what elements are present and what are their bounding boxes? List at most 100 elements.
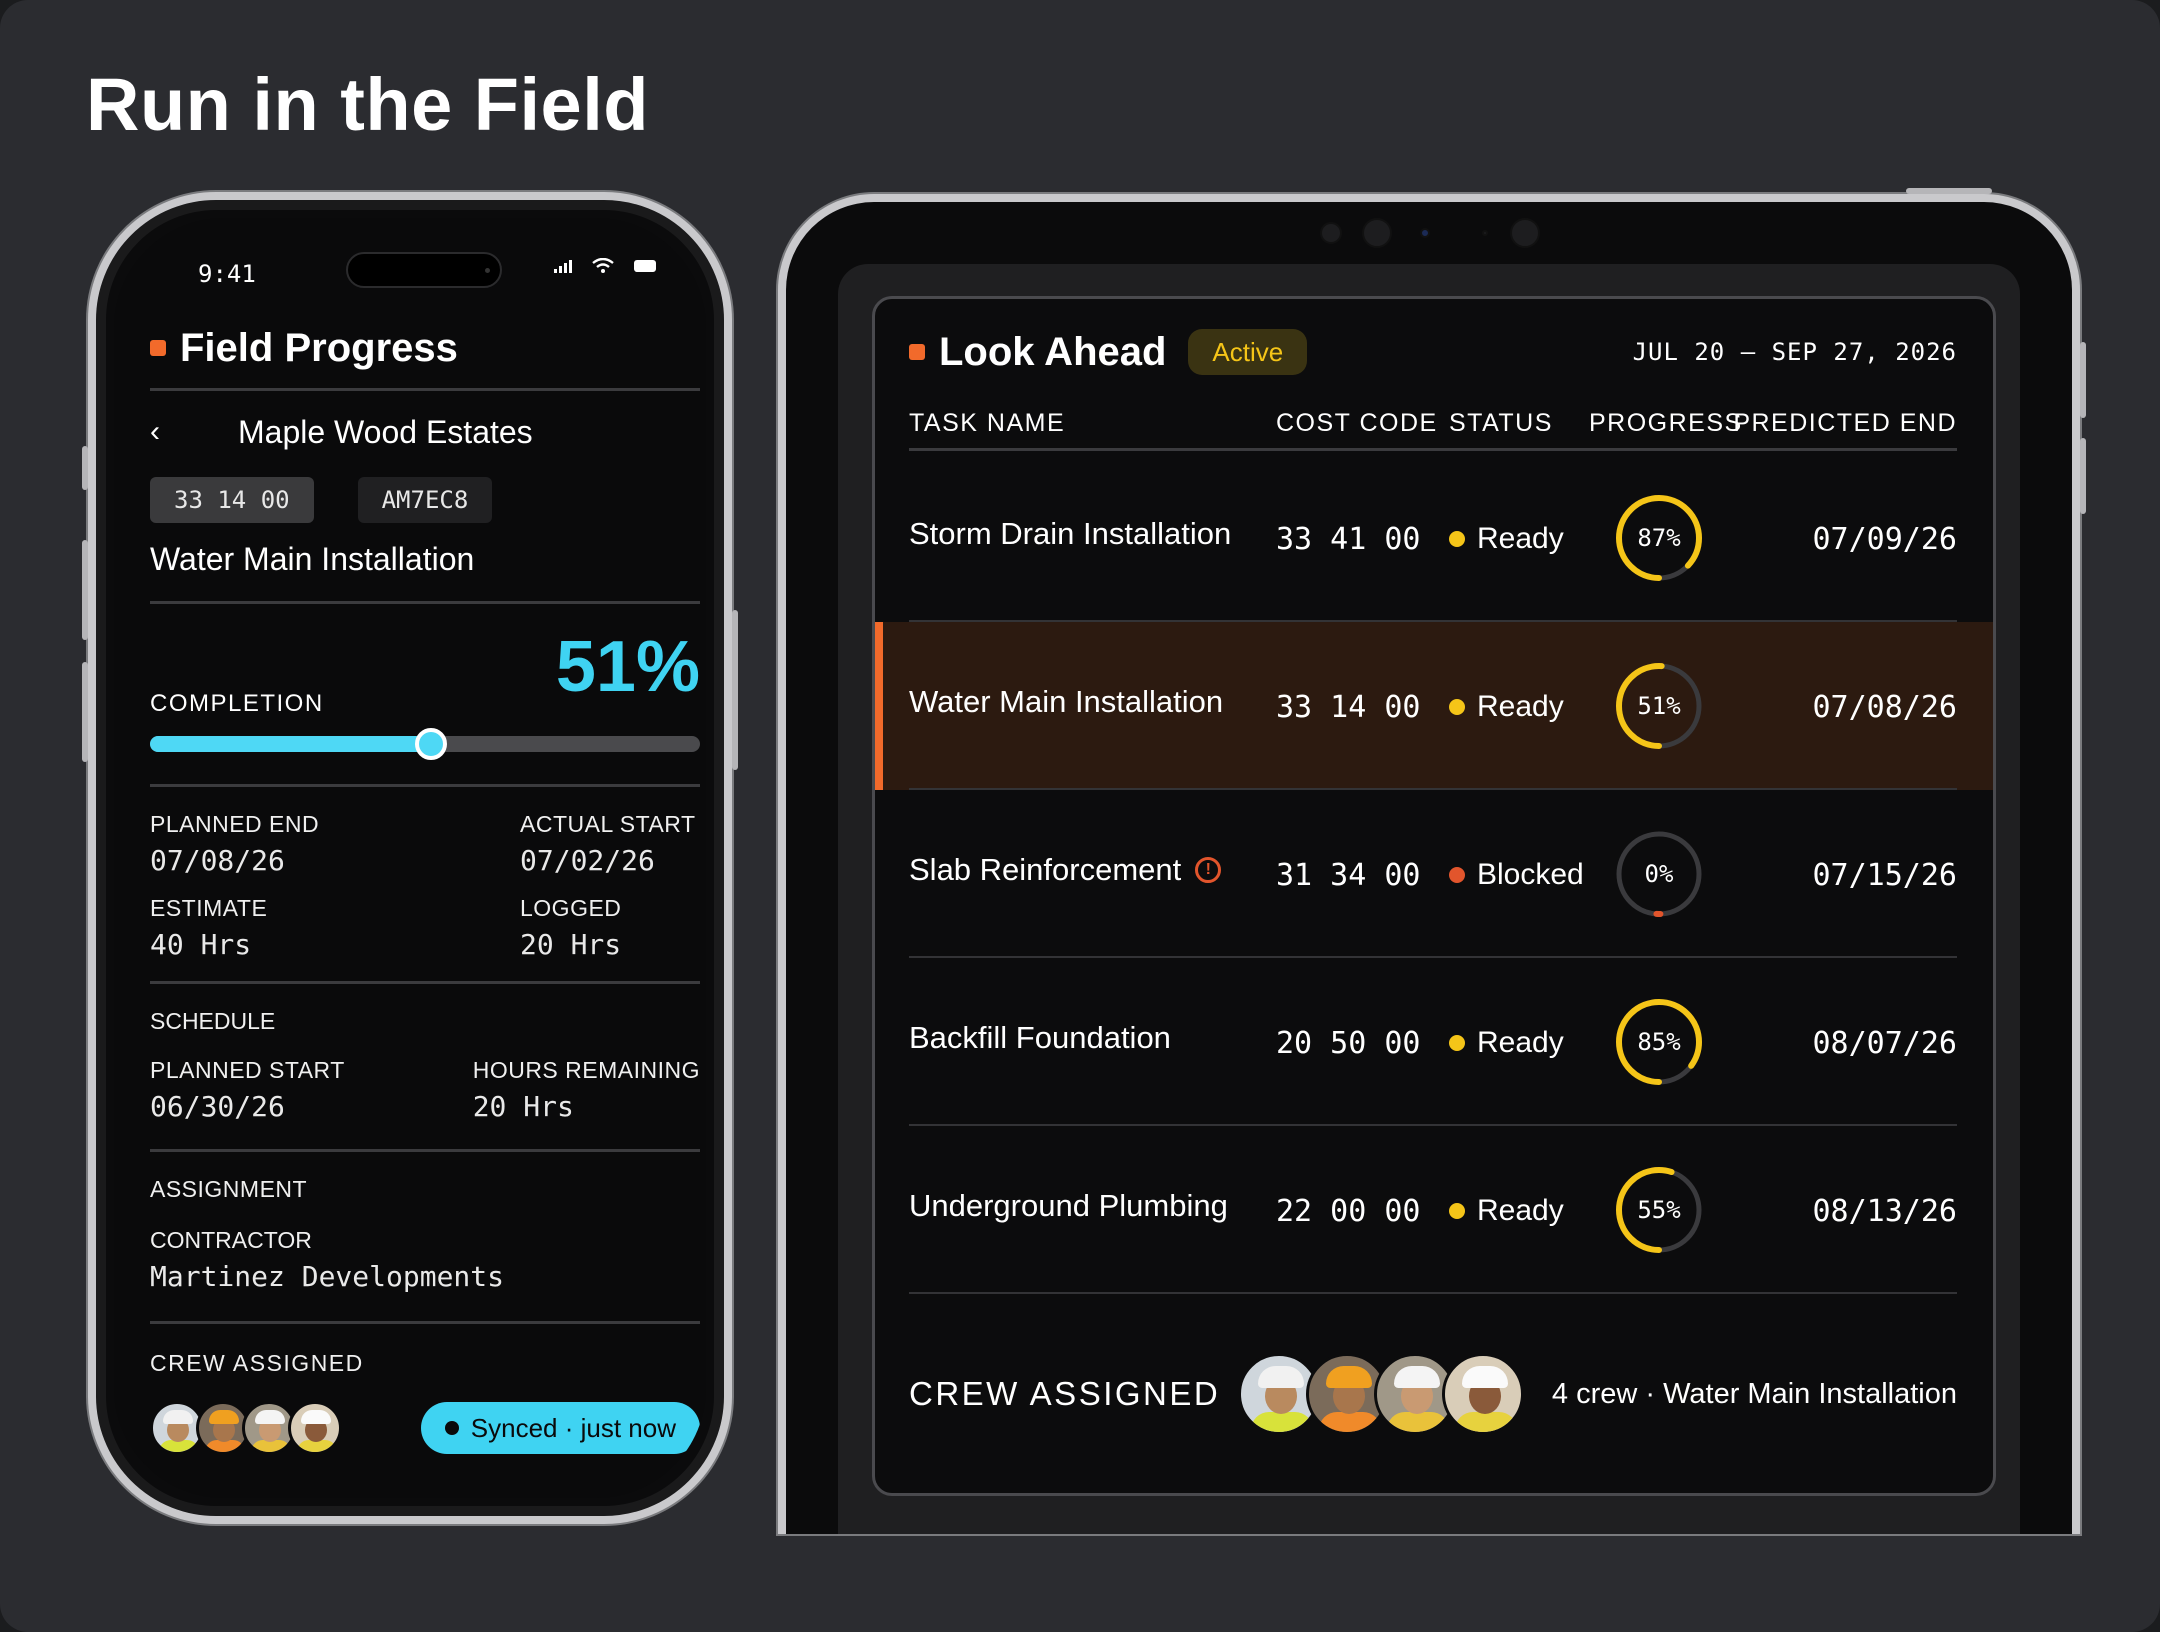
status-label: Ready bbox=[1477, 1194, 1564, 1227]
crew-avatars[interactable] bbox=[150, 1401, 342, 1455]
task-name: Slab Reinforcement bbox=[909, 852, 1182, 887]
cost-code-cell: 33 41 00 bbox=[1276, 522, 1421, 557]
hours-remaining-value: 20 Hrs bbox=[472, 1090, 574, 1123]
avatar bbox=[1442, 1353, 1525, 1435]
status-label: Ready bbox=[1477, 522, 1564, 555]
avatar bbox=[150, 1401, 204, 1455]
signal-icon bbox=[554, 259, 572, 273]
predicted-end-cell: 07/08/26 bbox=[1812, 690, 1958, 725]
planned-end-value: 07/08/26 bbox=[150, 844, 285, 877]
planned-end-label: PLANNED END bbox=[150, 811, 320, 837]
completion-slider[interactable] bbox=[150, 728, 700, 760]
table-row[interactable]: Storm Drain Installation 33 41 00 Ready 87%… bbox=[875, 454, 1993, 622]
status-dot-icon bbox=[1449, 531, 1465, 547]
task-name-cell: Slab Reinforcement! bbox=[909, 852, 1222, 888]
project-nav: ‹ Maple Wood Estates bbox=[150, 391, 700, 473]
status-cell: Blocked bbox=[1449, 858, 1584, 892]
synced-badge: Synced · just now bbox=[420, 1402, 700, 1454]
assignment-section: ASSIGNMENT CONTRACTOR Martinez Developme… bbox=[150, 1152, 700, 1321]
tablet-top-button bbox=[1906, 188, 1992, 194]
field-progress-panel: Field Progress ‹ Maple Wood Estates 33 1… bbox=[150, 318, 700, 1455]
table-row[interactable]: Backfill Foundation 20 50 00 Ready 85% 08/07… bbox=[875, 958, 1993, 1126]
predicted-end-cell: 07/09/26 bbox=[1812, 522, 1958, 557]
predicted-end-cell: 08/07/26 bbox=[1812, 1026, 1958, 1061]
sensor-icon bbox=[1482, 230, 1488, 236]
task-name-cell: Storm Drain Installation bbox=[909, 516, 1231, 552]
status-cell: Ready bbox=[1449, 522, 1564, 556]
task-name: Underground Plumbing bbox=[909, 1188, 1228, 1223]
row-divider bbox=[909, 956, 1957, 958]
predicted-end-cell: 07/15/26 bbox=[1812, 858, 1958, 893]
progress-ring: 87% bbox=[1613, 492, 1705, 584]
completion-slider-knob[interactable] bbox=[414, 728, 447, 760]
camera-icon bbox=[1362, 218, 1392, 248]
crew-title: CREW ASSIGNED bbox=[150, 1350, 364, 1376]
col-status[interactable]: STATUS bbox=[1449, 409, 1553, 437]
date-range[interactable]: JUL 20 – SEP 27, 2026 bbox=[1632, 338, 1957, 366]
col-cost-code[interactable]: COST CODE bbox=[1276, 409, 1438, 437]
col-progress[interactable]: PROGRESS bbox=[1589, 409, 1743, 437]
accent-square-icon bbox=[150, 340, 166, 356]
logged-label: LOGGED bbox=[520, 895, 622, 921]
phone-power-button bbox=[732, 610, 738, 770]
status-dot-icon bbox=[1449, 867, 1465, 883]
estimate-value: 40 Hrs bbox=[150, 928, 252, 961]
completion-section: COMPLETION 51% bbox=[150, 604, 700, 784]
project-name: Maple Wood Estates bbox=[238, 413, 533, 450]
task-id-chip[interactable]: AM7EC8 bbox=[357, 477, 493, 523]
row-divider bbox=[909, 1124, 1957, 1126]
avatar bbox=[242, 1401, 296, 1455]
hours-remaining-label: HOURS REMAINING bbox=[472, 1057, 700, 1083]
camera-icon bbox=[1510, 218, 1540, 248]
table-row[interactable]: Slab Reinforcement! 31 34 00 Blocked 0% 07/1… bbox=[875, 790, 1993, 958]
progress-ring: 55% bbox=[1613, 1164, 1705, 1256]
completion-slider-fill bbox=[150, 736, 431, 752]
phone-action-button bbox=[82, 446, 88, 490]
cost-code-cell: 33 14 00 bbox=[1276, 690, 1421, 725]
panel-title: Field Progress bbox=[180, 325, 458, 370]
predicted-end-cell: 08/13/26 bbox=[1812, 1194, 1958, 1229]
phone-volume-down-button bbox=[82, 662, 88, 762]
status-cell: Ready bbox=[1449, 690, 1564, 724]
task-name-cell: Underground Plumbing bbox=[909, 1188, 1228, 1224]
camera-icon bbox=[1320, 222, 1342, 244]
cost-code-chip[interactable]: 33 14 00 bbox=[150, 477, 314, 523]
status-label: Ready bbox=[1477, 1026, 1564, 1059]
crew-avatars[interactable] bbox=[1238, 1353, 1525, 1435]
task-chips: 33 14 00 AM7EC8 bbox=[150, 477, 700, 523]
progress-value: 0% bbox=[1644, 860, 1674, 888]
battery-icon bbox=[634, 260, 656, 272]
completion-label: COMPLETION bbox=[150, 690, 324, 717]
col-predicted-end[interactable]: PREDICTED END bbox=[1733, 409, 1957, 437]
schedule-title: SCHEDULE bbox=[150, 1008, 276, 1034]
cost-code-cell: 22 00 00 bbox=[1276, 1194, 1421, 1229]
synced-label: Synced · just now bbox=[470, 1412, 676, 1443]
accent-square-icon bbox=[909, 344, 925, 360]
status-label: Blocked bbox=[1477, 858, 1584, 891]
table-row[interactable]: Water Main Installation 33 14 00 Ready 51% 0… bbox=[875, 622, 1993, 790]
tablet-device: Look Ahead Active JUL 20 – SEP 27, 2026 … bbox=[778, 188, 2086, 1534]
row-divider bbox=[909, 1292, 1957, 1294]
crew-section: CREW ASSIGNED 4 crew · Water Main Instal… bbox=[909, 1339, 1957, 1449]
task-name: Storm Drain Installation bbox=[909, 516, 1232, 551]
row-divider bbox=[909, 620, 1957, 622]
page-title: Run in the Field bbox=[86, 63, 649, 146]
crew-section: CREW ASSIGNED Synced · just now bbox=[150, 1324, 700, 1455]
warning-icon[interactable]: ! bbox=[1195, 857, 1222, 883]
task-name-cell: Backfill Foundation bbox=[909, 1020, 1171, 1056]
status-label: Ready bbox=[1477, 690, 1564, 723]
contractor-value: Martinez Developments bbox=[150, 1260, 505, 1293]
cost-code-cell: 20 50 00 bbox=[1276, 1026, 1421, 1061]
look-ahead-header: Look Ahead Active JUL 20 – SEP 27, 2026 bbox=[909, 327, 1957, 377]
back-chevron-icon[interactable]: ‹ bbox=[150, 415, 160, 448]
task-name-cell: Water Main Installation bbox=[909, 684, 1223, 720]
phone-volume-up-button bbox=[82, 540, 88, 640]
assignment-title: ASSIGNMENT bbox=[150, 1176, 308, 1202]
progress-ring: 85% bbox=[1613, 996, 1705, 1088]
status-icons bbox=[554, 258, 656, 274]
table-row[interactable]: Underground Plumbing 22 00 00 Ready 55% 08/1… bbox=[875, 1126, 1993, 1294]
look-ahead-screen: Look Ahead Active JUL 20 – SEP 27, 2026 … bbox=[872, 296, 1996, 1496]
tablet-volume-up-button bbox=[2080, 342, 2086, 418]
progress-ring: 0% bbox=[1613, 828, 1705, 920]
col-task-name[interactable]: TASK NAME bbox=[909, 409, 1066, 437]
